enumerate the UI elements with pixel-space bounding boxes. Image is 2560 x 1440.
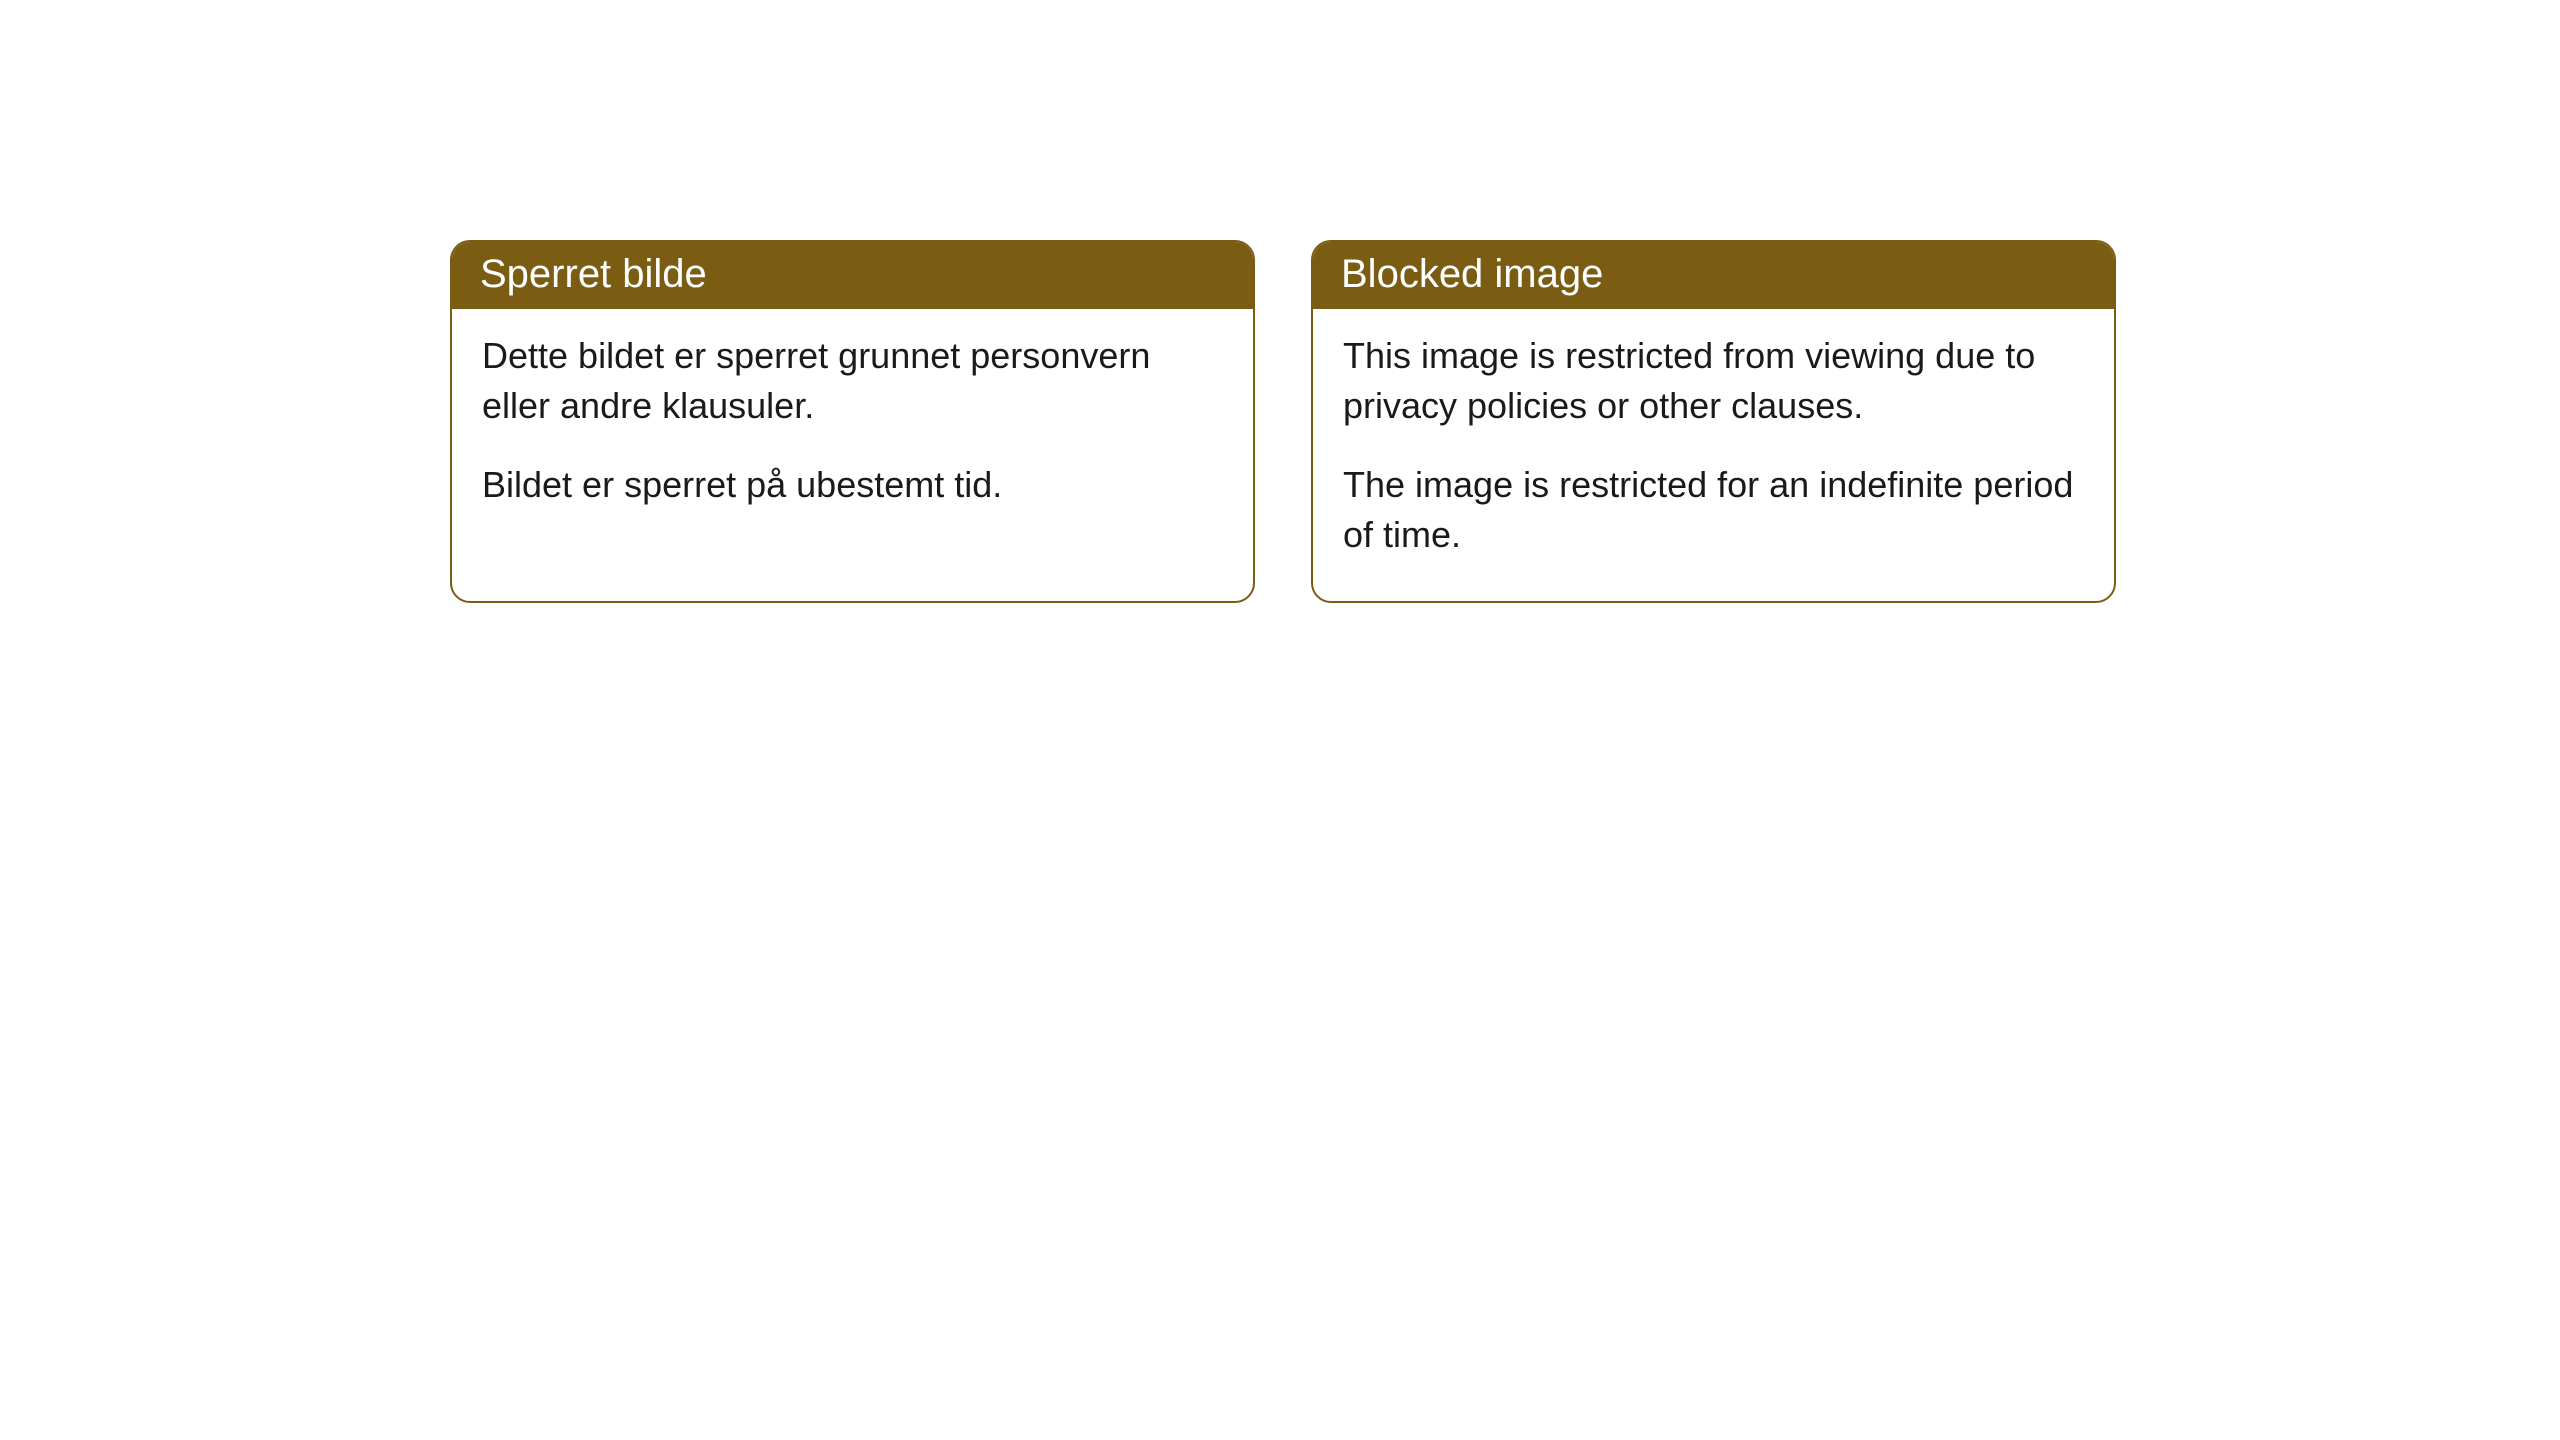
- card-paragraph: This image is restricted from viewing du…: [1343, 331, 2084, 432]
- card-paragraph: The image is restricted for an indefinit…: [1343, 460, 2084, 561]
- blocked-image-card-norwegian: Sperret bilde Dette bildet er sperret gr…: [450, 240, 1255, 603]
- card-paragraph: Bildet er sperret på ubestemt tid.: [482, 460, 1223, 510]
- card-body: Dette bildet er sperret grunnet personve…: [452, 309, 1253, 550]
- blocked-image-card-english: Blocked image This image is restricted f…: [1311, 240, 2116, 603]
- card-header: Sperret bilde: [452, 242, 1253, 309]
- card-body: This image is restricted from viewing du…: [1313, 309, 2114, 601]
- card-paragraph: Dette bildet er sperret grunnet personve…: [482, 331, 1223, 432]
- notice-cards-container: Sperret bilde Dette bildet er sperret gr…: [450, 240, 2116, 603]
- card-header: Blocked image: [1313, 242, 2114, 309]
- card-title: Sperret bilde: [480, 252, 707, 296]
- card-title: Blocked image: [1341, 252, 1603, 296]
